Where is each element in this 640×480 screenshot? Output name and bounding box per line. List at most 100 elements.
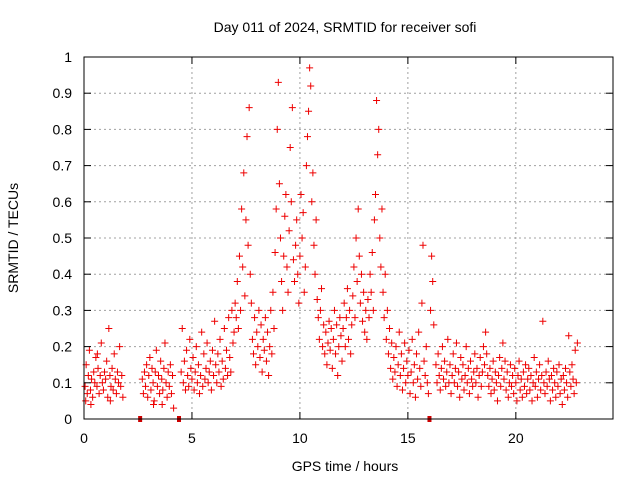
data-point: [430, 321, 438, 329]
data-point: [118, 372, 126, 380]
data-point: [512, 379, 520, 387]
data-point: [110, 350, 118, 358]
data-point: [294, 270, 302, 278]
data-point: [310, 241, 318, 249]
data-point: [147, 386, 155, 394]
data-point: [227, 368, 235, 376]
data-point: [397, 350, 405, 358]
data-point: [543, 382, 551, 390]
data-point: [99, 386, 107, 394]
data-points: [81, 64, 581, 412]
data-point: [189, 353, 197, 361]
data-point: [522, 361, 530, 369]
data-point: [535, 375, 543, 383]
data-point: [87, 401, 95, 409]
data-point: [237, 306, 245, 314]
data-point: [405, 346, 413, 354]
data-point: [255, 306, 263, 314]
data-point: [496, 353, 504, 361]
data-point: [157, 357, 165, 365]
data-point: [409, 379, 417, 387]
x-tick-label: 0: [80, 430, 88, 446]
data-point: [499, 339, 507, 347]
data-point: [163, 393, 171, 401]
data-point: [267, 306, 275, 314]
data-point: [447, 390, 455, 398]
data-point: [568, 361, 576, 369]
data-point: [450, 379, 458, 387]
data-point: [378, 205, 386, 213]
data-point: [241, 292, 249, 300]
data-point: [142, 382, 150, 390]
data-point: [365, 314, 373, 322]
data-point: [251, 314, 259, 322]
y-tick-label: 0.8: [53, 121, 73, 137]
data-point: [204, 379, 212, 387]
data-point: [538, 372, 546, 380]
data-point: [410, 361, 418, 369]
data-point: [266, 343, 274, 351]
data-point: [279, 306, 287, 314]
data-point: [249, 350, 257, 358]
data-point: [218, 357, 226, 365]
data-point: [240, 169, 248, 177]
data-point: [341, 343, 349, 351]
data-point: [288, 104, 296, 112]
data-point: [360, 288, 368, 296]
data-point: [485, 382, 493, 390]
data-point: [232, 314, 240, 322]
data-point: [139, 390, 147, 398]
data-point: [506, 361, 514, 369]
data-point: [148, 364, 156, 372]
data-point: [395, 328, 403, 336]
data-point: [187, 364, 195, 372]
data-point: [169, 372, 177, 380]
data-point: [438, 343, 446, 351]
data-point: [330, 306, 338, 314]
data-point: [145, 372, 153, 380]
y-tick-label: 0.2: [53, 339, 73, 355]
data-point: [382, 335, 390, 343]
data-point: [392, 343, 400, 351]
data-point: [376, 234, 384, 242]
data-point: [293, 216, 301, 224]
data-point: [217, 382, 225, 390]
data-point: [300, 288, 308, 296]
data-point: [573, 339, 581, 347]
data-point: [529, 379, 537, 387]
data-point: [196, 390, 204, 398]
data-point: [393, 382, 401, 390]
data-point: [301, 263, 309, 271]
data-point: [323, 361, 331, 369]
data-point: [119, 393, 127, 401]
data-point: [165, 382, 173, 390]
data-point: [404, 372, 412, 380]
data-point: [504, 393, 512, 401]
data-point: [432, 361, 440, 369]
data-point: [152, 346, 160, 354]
data-point: [94, 364, 102, 372]
data-point: [328, 364, 336, 372]
data-point: [352, 234, 360, 242]
data-point: [316, 306, 324, 314]
data-point: [307, 82, 315, 90]
data-point: [326, 346, 334, 354]
data-point: [319, 343, 327, 351]
data-point: [367, 288, 375, 296]
data-point: [440, 375, 448, 383]
data-point: [194, 361, 202, 369]
data-point: [104, 393, 112, 401]
data-point: [532, 368, 540, 376]
x-axis-label: GPS time / hours: [292, 458, 399, 474]
chart-title: Day 011 of 2024, SRMTID for receiver sof…: [214, 19, 477, 35]
data-point: [146, 353, 154, 361]
data-point: [178, 325, 186, 332]
data-point: [527, 372, 535, 380]
data-point: [351, 314, 359, 322]
data-point: [278, 277, 286, 285]
data-point: [442, 382, 450, 390]
data-point: [530, 353, 538, 361]
data-point: [398, 386, 406, 394]
data-point: [159, 386, 167, 394]
data-point: [88, 375, 96, 383]
